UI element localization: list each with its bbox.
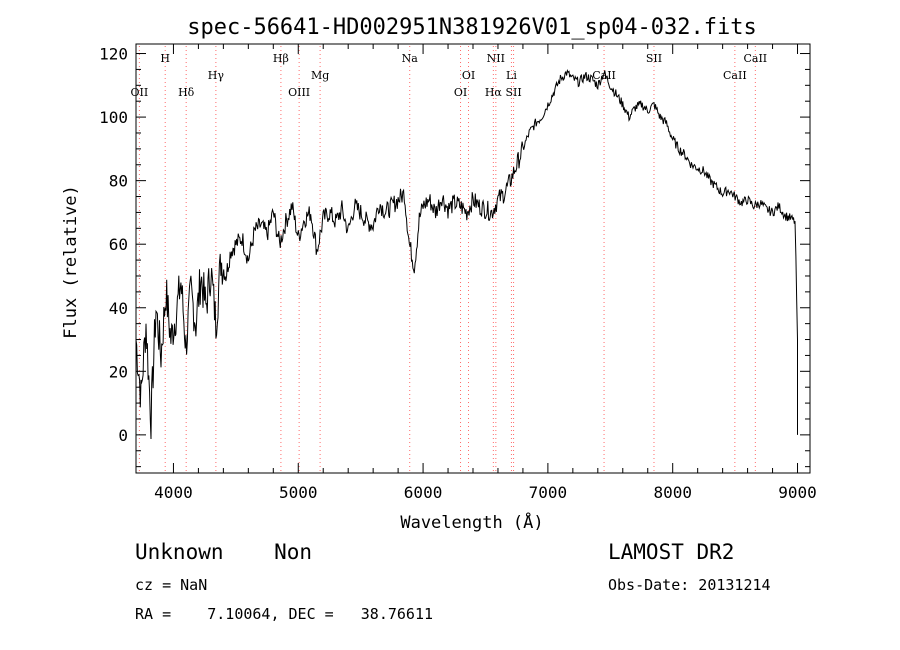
y-tick-label-4: 80 xyxy=(109,172,128,191)
x-tick-label-4: 8000 xyxy=(653,483,692,502)
coordinates-text: RA = 7.10064, DEC = 38.76611 xyxy=(135,605,434,623)
x-tick-label-3: 7000 xyxy=(529,483,568,502)
line-label-11: Hα xyxy=(485,86,503,99)
y-tick-label-5: 100 xyxy=(99,108,128,127)
line-label-8: OI xyxy=(454,86,467,99)
x-tick-label-5: 9000 xyxy=(778,483,817,502)
line-label-4: Hβ xyxy=(273,52,289,65)
x-axis-label: Wavelength (Å) xyxy=(400,511,543,533)
x-tick-label-0: 4000 xyxy=(154,483,193,502)
spectrum-series-line xyxy=(135,68,798,440)
line-label-13: SII xyxy=(505,86,521,99)
y-tick-label-2: 40 xyxy=(109,299,128,318)
y-axis-label: Flux (relative) xyxy=(61,185,81,339)
chart-title: spec-56641-HD002951N381926V01_sp04-032.f… xyxy=(187,15,757,40)
line-label-10: NII xyxy=(487,52,505,65)
line-label-2: Hδ xyxy=(178,86,195,99)
line-label-14: CaII xyxy=(592,69,616,82)
x-tick-label-1: 5000 xyxy=(279,483,318,502)
line-label-5: OIII xyxy=(288,86,310,99)
y-tick-label-1: 20 xyxy=(109,362,128,381)
line-label-9: OI xyxy=(462,69,475,82)
y-tick-label-3: 60 xyxy=(109,235,128,254)
line-label-16: CaII xyxy=(723,69,747,82)
x-tick-label-2: 6000 xyxy=(404,483,443,502)
line-label-17: CaII xyxy=(743,52,767,65)
obs-date-text: Obs-Date: 20131214 xyxy=(608,576,771,594)
object-class-text: Unknown Non xyxy=(135,540,313,564)
line-label-7: Na xyxy=(402,52,419,65)
plot-frame xyxy=(135,43,811,474)
redshift-text: cz = NaN xyxy=(135,576,208,594)
y-tick-label-0: 0 xyxy=(118,426,128,445)
x-axis: 4000 5000 6000 7000 8000 9000 xyxy=(154,44,817,502)
line-label-15: SII xyxy=(646,52,662,65)
y-tick-label-6: 120 xyxy=(99,45,128,64)
line-label-3: Hγ xyxy=(208,69,225,82)
survey-name: LAMOST DR2 xyxy=(608,540,735,564)
line-label-6: Mg xyxy=(311,69,329,82)
line-label-0: OII xyxy=(131,86,149,99)
line-label-12: Li xyxy=(506,69,517,82)
y-axis: 0 20 40 60 80 100 120 xyxy=(99,45,810,468)
line-label-1: H xyxy=(160,52,170,65)
